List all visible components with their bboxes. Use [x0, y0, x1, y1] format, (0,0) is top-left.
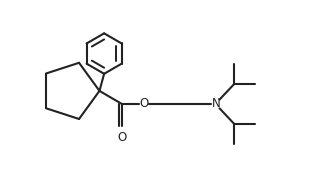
Text: O: O	[140, 97, 149, 111]
Text: N: N	[212, 97, 221, 111]
Text: O: O	[117, 131, 127, 144]
